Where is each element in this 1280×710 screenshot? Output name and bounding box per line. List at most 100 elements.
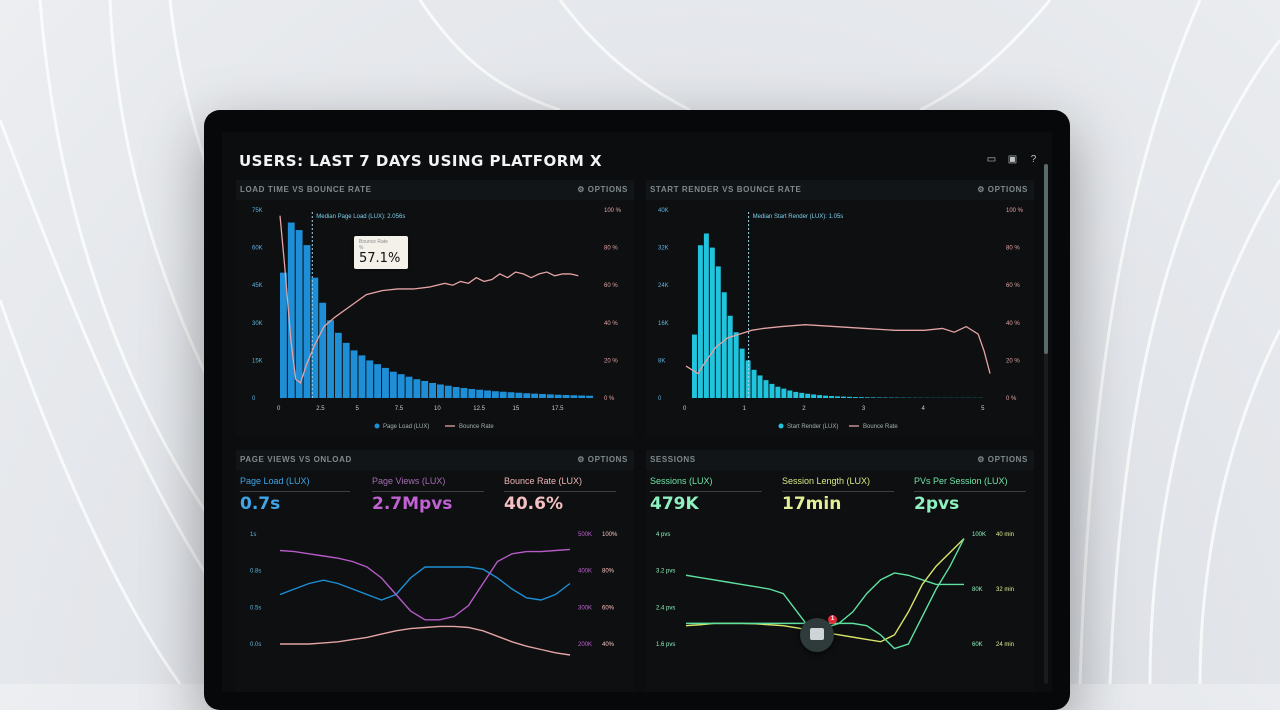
- histogram-bar: [740, 349, 745, 398]
- y-tick-label: 40K: [658, 208, 669, 214]
- histogram-bar: [382, 368, 389, 398]
- series-line: [280, 549, 570, 619]
- histogram-bar: [841, 397, 846, 398]
- y-tick-label: 15K: [252, 358, 263, 364]
- histogram-bar: [871, 397, 876, 398]
- bounce-rate-tooltip: Bounce Rate % 57.1%: [354, 236, 408, 269]
- header-icons: ▭ ▣ ?: [985, 154, 1040, 166]
- histogram-bar: [847, 397, 852, 398]
- histogram-bar: [746, 360, 751, 398]
- histogram-bar: [817, 395, 822, 398]
- x-tick-label: 2.5: [316, 406, 325, 412]
- page-views-chart: 0.0s0.5s0.8s1s200K300K400K500K40%60%80%1…: [236, 450, 634, 692]
- histogram-bar: [351, 350, 358, 398]
- sessions-panel: SESSIONS ⚙ OPTIONS Sessions (LUX) 479K S…: [646, 450, 1034, 692]
- histogram-bar: [859, 397, 864, 398]
- y3-tick-label: 40%: [602, 642, 615, 648]
- histogram-bar: [805, 394, 810, 398]
- chat-button[interactable]: 1: [800, 618, 834, 652]
- legend-label: Bounce Rate: [459, 424, 494, 430]
- page-views-panel: PAGE VIEWS VS ONLOAD ⚙ OPTIONS Page Load…: [236, 450, 634, 692]
- x-tick-label: 5: [981, 406, 985, 412]
- y2-tick-label: 100 %: [604, 208, 622, 214]
- y-tick-label: 60K: [252, 246, 263, 252]
- histogram-bar: [319, 303, 326, 398]
- y2-tick-label: 0 %: [1006, 396, 1017, 402]
- median-annotation: Median Page Load (LUX): 2.056s: [316, 214, 405, 220]
- histogram-bar: [692, 335, 697, 398]
- x-tick-label: 4: [921, 406, 925, 412]
- y3-tick-label: 32 min: [996, 587, 1014, 593]
- x-tick-label: 10: [434, 406, 441, 412]
- histogram-bar: [523, 393, 530, 398]
- histogram-bar: [468, 389, 475, 398]
- histogram-bar: [563, 395, 570, 398]
- histogram-bar: [343, 343, 350, 398]
- y2-tick-label: 200K: [578, 642, 592, 648]
- histogram-bar: [586, 396, 593, 398]
- y3-tick-label: 40 min: [996, 532, 1014, 538]
- histogram-bar: [787, 390, 792, 398]
- y-tick-label: 30K: [252, 321, 263, 327]
- chat-icon: [810, 628, 824, 640]
- histogram-bar: [758, 375, 763, 398]
- y2-tick-label: 20 %: [604, 358, 618, 364]
- histogram-bar: [366, 360, 373, 398]
- histogram-bar: [728, 316, 733, 398]
- histogram-bar: [335, 333, 342, 398]
- image-icon[interactable]: ▣: [1006, 154, 1019, 166]
- x-tick-label: 7.5: [395, 406, 404, 412]
- histogram-bar: [437, 384, 444, 398]
- y-tick-label: 0: [658, 396, 662, 402]
- histogram-bar: [304, 245, 311, 398]
- y2-tick-label: 40 %: [1006, 321, 1020, 327]
- y2-tick-label: 60 %: [604, 283, 618, 289]
- dashboard-screen: USERS: LAST 7 DAYS USING PLATFORM X ▭ ▣ …: [222, 132, 1052, 692]
- histogram-bar: [445, 386, 452, 398]
- histogram-bar: [734, 332, 739, 398]
- histogram-bar: [570, 395, 577, 398]
- histogram-bar: [374, 364, 381, 398]
- histogram-bar: [752, 370, 757, 398]
- histogram-bar: [327, 320, 334, 398]
- x-tick-label: 3: [862, 406, 866, 412]
- help-icon[interactable]: ?: [1027, 154, 1040, 166]
- series-line: [280, 567, 570, 600]
- y2-tick-label: 100K: [972, 532, 986, 538]
- y3-tick-label: 60%: [602, 605, 615, 611]
- y2-tick-label: 60 %: [1006, 283, 1020, 289]
- y-tick-label: 4 pvs: [656, 532, 670, 538]
- y2-tick-label: 20 %: [1006, 358, 1020, 364]
- y-tick-label: 24K: [658, 283, 669, 289]
- x-tick-label: 1: [743, 406, 747, 412]
- scrollbar-thumb[interactable]: [1044, 164, 1048, 354]
- histogram-bar: [413, 379, 420, 398]
- y-tick-label: 2.4 pvs: [656, 605, 675, 611]
- histogram-bar: [835, 396, 840, 398]
- histogram-bar: [716, 266, 721, 398]
- histogram-bar: [811, 394, 816, 398]
- y-tick-label: 8K: [658, 358, 665, 364]
- y-tick-label: 1.6 pvs: [656, 642, 675, 648]
- histogram-bar: [453, 387, 460, 398]
- histogram-bar: [781, 389, 786, 398]
- histogram-bar: [764, 380, 769, 398]
- y2-tick-label: 80K: [972, 587, 983, 593]
- histogram-bar: [390, 372, 397, 398]
- x-tick-label: 12.5: [473, 406, 485, 412]
- y-tick-label: 0.8s: [250, 569, 261, 575]
- y2-tick-label: 100 %: [1006, 208, 1024, 214]
- notification-badge: 1: [828, 615, 837, 624]
- y3-tick-label: 100%: [602, 532, 618, 538]
- y-tick-label: 0.0s: [250, 642, 261, 648]
- monitor-icon[interactable]: ▭: [985, 154, 998, 166]
- x-tick-label: 15: [513, 406, 520, 412]
- x-tick-label: 2: [802, 406, 806, 412]
- series-line: [280, 626, 570, 655]
- y-tick-label: 0.5s: [250, 605, 261, 611]
- y-tick-label: 3.2 pvs: [656, 569, 675, 575]
